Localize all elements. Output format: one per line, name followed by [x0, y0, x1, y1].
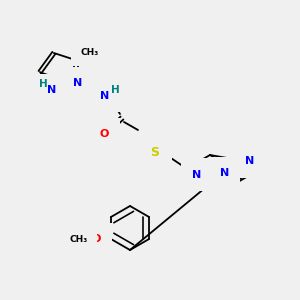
Text: N: N [73, 78, 82, 88]
Text: CH₃: CH₃ [70, 235, 88, 244]
Text: H: H [39, 79, 48, 89]
Text: O: O [91, 234, 101, 244]
Text: S: S [151, 146, 160, 158]
Text: N: N [219, 169, 228, 179]
Text: N: N [192, 169, 201, 179]
Text: CH₃: CH₃ [80, 48, 98, 57]
Text: N: N [100, 91, 109, 101]
Text: N: N [244, 157, 254, 166]
Text: O: O [99, 129, 109, 139]
Text: N: N [47, 85, 56, 95]
Text: H: H [111, 85, 119, 95]
Text: N: N [220, 169, 230, 178]
Text: O: O [217, 175, 226, 184]
